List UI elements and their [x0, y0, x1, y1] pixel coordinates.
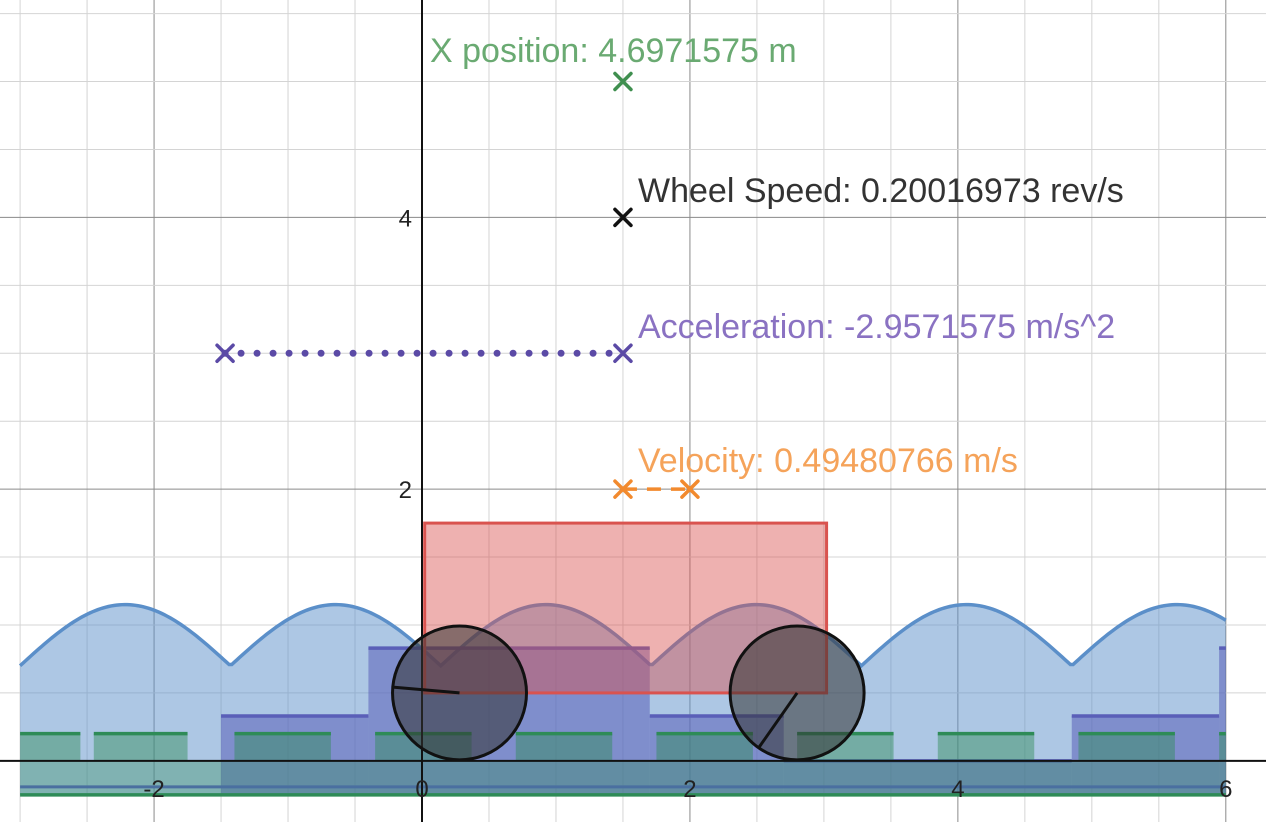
- velocity-marker: [613, 479, 633, 499]
- marker-stroke: [613, 207, 633, 228]
- x-tick-label: 0: [415, 776, 428, 803]
- wheel-speed-label: Wheel Speed: 0.20016973 rev/s: [638, 172, 1124, 210]
- markers: [215, 71, 700, 499]
- ground-tile: [1078, 733, 1175, 761]
- x-tick-label: 4: [951, 776, 964, 803]
- acceleration-tail-marker: [215, 343, 235, 364]
- marker-stroke: [680, 479, 700, 499]
- marker-stroke: [215, 343, 235, 364]
- cart-wheel-spoke: [757, 692, 799, 749]
- acceleration-label: Acceleration: -2.9571575 m/s^2: [638, 308, 1115, 346]
- y-tick-label: 4: [399, 205, 412, 232]
- marker-stroke: [613, 71, 633, 92]
- velocity-label: Velocity: 0.49480766 m/s: [638, 442, 1018, 480]
- ground-tile: [937, 733, 1035, 761]
- bump-surface-line: [18, 602, 1227, 669]
- ground-tile: [1219, 733, 1226, 761]
- marker-stroke: [613, 343, 633, 364]
- step-block: [1071, 716, 1220, 795]
- x-tick-label: -2: [143, 776, 164, 803]
- y-tick-label: 2: [399, 477, 412, 504]
- ground-tile: [656, 733, 753, 761]
- x-position-label: X position: 4.6971575 m: [430, 32, 797, 70]
- velocity-tail-marker: [680, 479, 700, 499]
- step-block: [783, 760, 1072, 795]
- acceleration-marker: [613, 343, 633, 364]
- ground-tile: [93, 733, 188, 761]
- cart: [391, 521, 866, 762]
- ground-band: [20, 760, 1226, 795]
- ground-tile: [20, 733, 81, 761]
- x-tick-label: 2: [683, 776, 696, 803]
- cart-wheel-spoke: [392, 685, 460, 695]
- step-block: [1219, 648, 1226, 795]
- wheel-speed-marker: [613, 207, 633, 228]
- x-tick-label: 6: [1219, 776, 1232, 803]
- position-marker: [613, 71, 633, 92]
- ground-tile: [234, 733, 331, 761]
- ground-tile: [515, 733, 613, 761]
- marker-stroke: [613, 479, 633, 499]
- step-block: [221, 716, 369, 795]
